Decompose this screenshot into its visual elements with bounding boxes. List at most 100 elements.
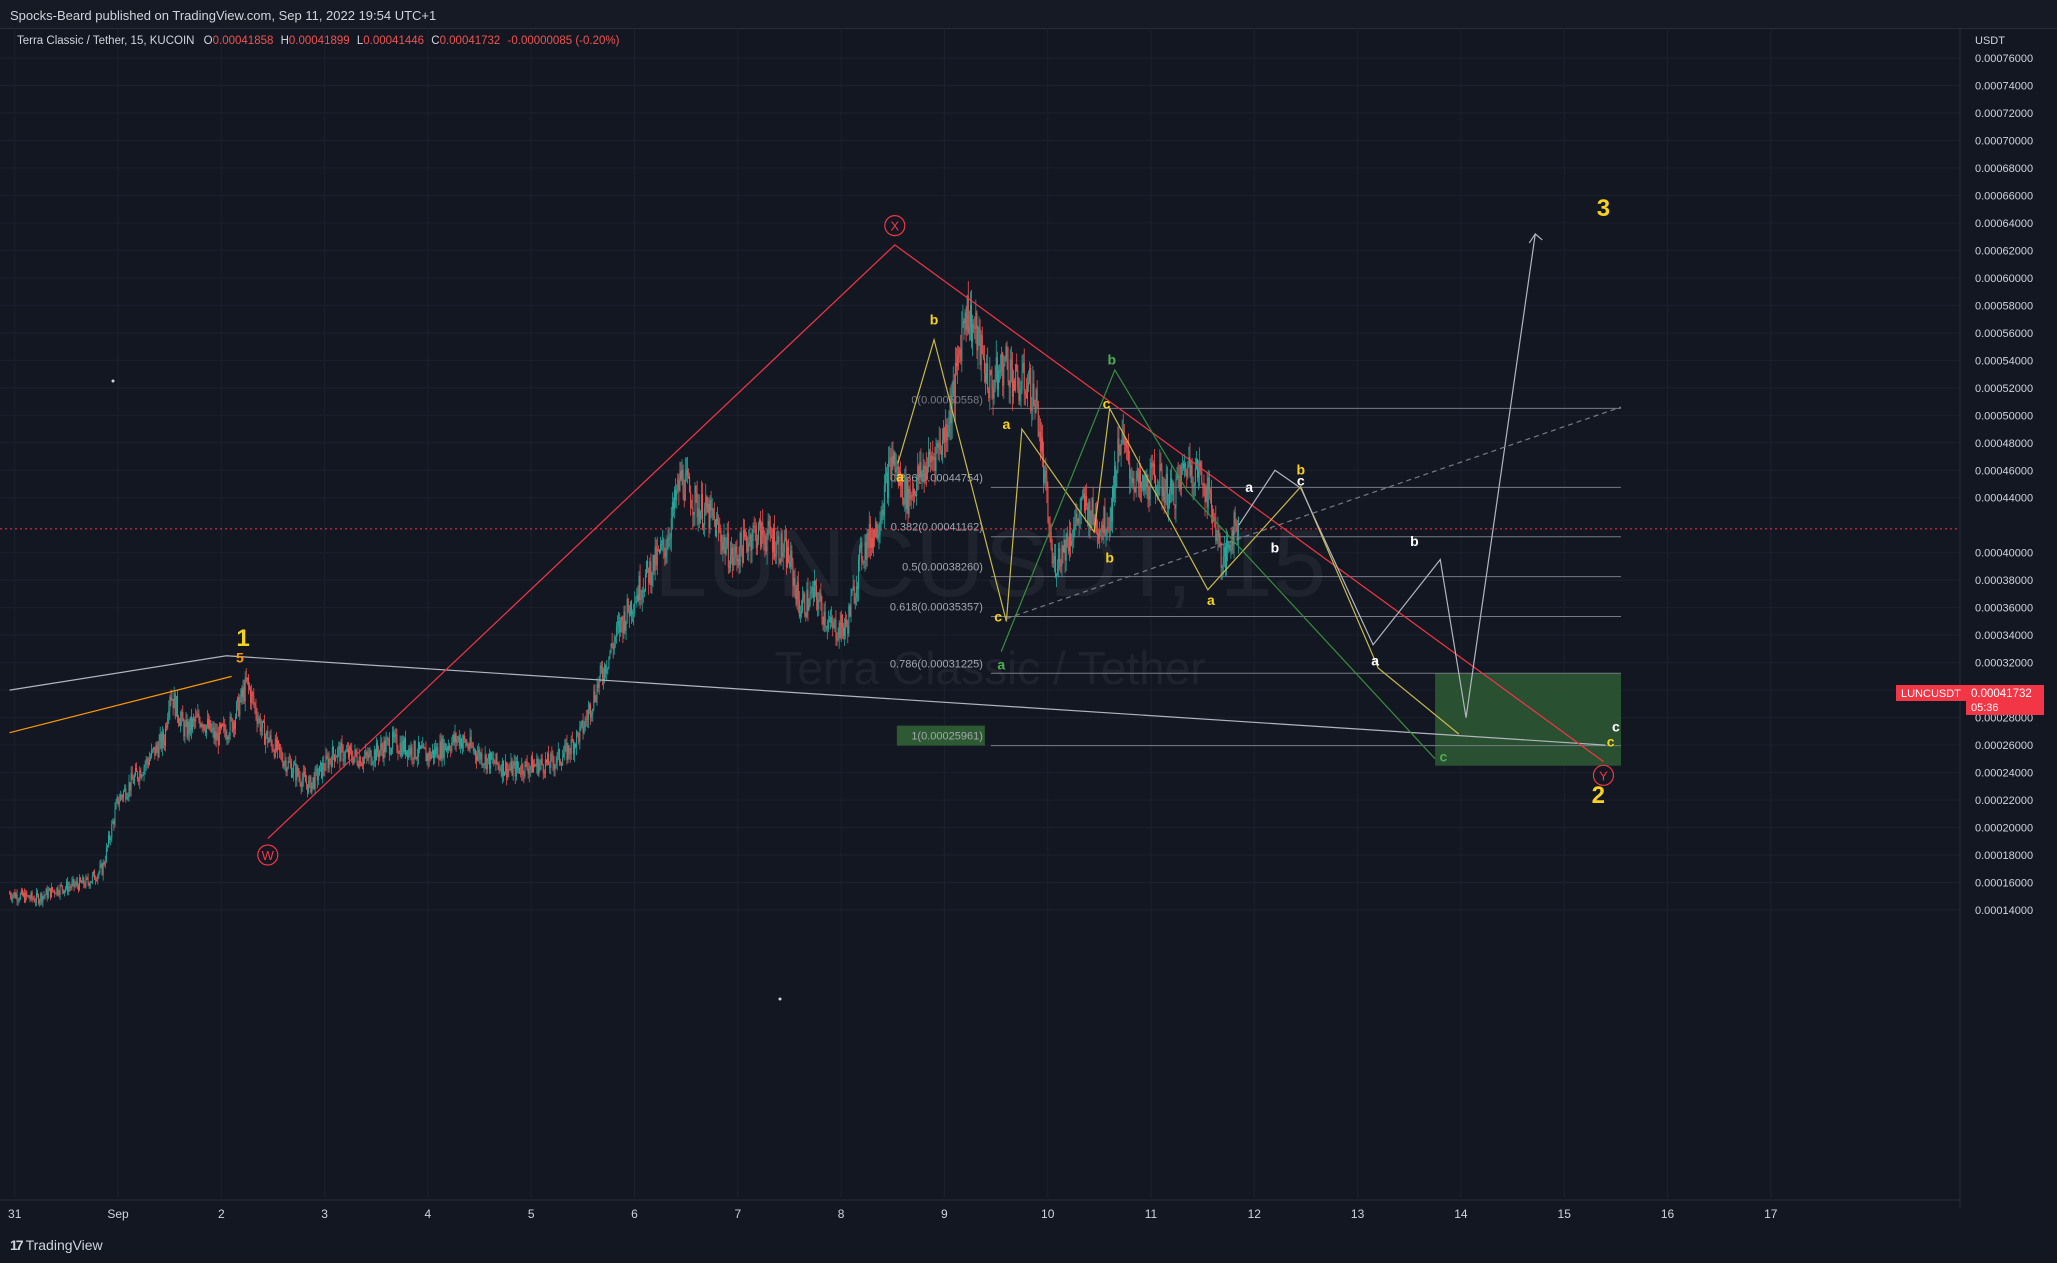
- candle-body: [690, 492, 692, 508]
- price-tick-label: 0.00064000: [1975, 218, 2033, 230]
- candle-body: [46, 889, 48, 898]
- candle-body: [949, 399, 951, 425]
- candle-body: [866, 532, 868, 560]
- candle-body: [940, 450, 942, 455]
- candle-body: [847, 625, 849, 634]
- price-chart[interactable]: LUNCUSDT, 15 Terra Classic / Tether 0(0.…: [0, 28, 2057, 1240]
- candle-body: [43, 895, 45, 897]
- candle-body: [821, 602, 823, 618]
- price-tick-label: 0.00060000: [1975, 273, 2033, 285]
- candle-body: [1073, 527, 1075, 541]
- candle-body: [346, 749, 348, 752]
- candle-body: [919, 461, 921, 478]
- wave-label: 2: [1592, 782, 1605, 809]
- candle-body: [598, 676, 600, 688]
- candle-body: [498, 764, 500, 770]
- candle-body: [81, 881, 83, 884]
- candle-body: [100, 863, 102, 866]
- candle-body: [936, 443, 938, 446]
- candle-body: [505, 762, 507, 773]
- candle-body: [950, 399, 952, 424]
- candle-body: [662, 539, 664, 545]
- candle-body: [256, 715, 258, 724]
- candle-body: [508, 769, 510, 771]
- candle-body: [17, 900, 19, 902]
- current-symbol-label: LUNCUSDT: [1901, 688, 1961, 700]
- candle-body: [267, 731, 269, 743]
- candle-body: [794, 577, 796, 589]
- candle-body: [1174, 504, 1176, 509]
- candle-body: [87, 878, 89, 883]
- candle-body: [669, 537, 671, 540]
- candle-body: [371, 764, 373, 766]
- candle-body: [533, 764, 535, 773]
- candle-body: [858, 559, 860, 589]
- candle-body: [1110, 508, 1112, 522]
- candle-body: [1043, 453, 1045, 483]
- candle-body: [98, 872, 100, 876]
- chart-frame[interactable]: LUNCUSDT, 15 Terra Classic / Tether 0(0.…: [0, 28, 2057, 1240]
- candle-body: [19, 893, 21, 900]
- candle-body: [1220, 542, 1222, 568]
- candle-body: [908, 488, 910, 514]
- candle-body: [313, 777, 315, 789]
- candle-body: [836, 639, 838, 641]
- symbol-watermark: LUNCUSDT, 15 Terra Classic / Tether: [654, 510, 1326, 694]
- candle-body: [257, 719, 259, 724]
- candle-body: [807, 589, 809, 610]
- candle-body: [522, 764, 524, 775]
- candle-body: [927, 451, 929, 467]
- candle-body: [1068, 532, 1070, 552]
- candle-body: [1114, 466, 1116, 499]
- candle-body: [790, 550, 792, 568]
- candle-body: [279, 743, 281, 751]
- candle-body: [1046, 477, 1048, 489]
- candle-body: [1206, 486, 1208, 509]
- candle-body: [747, 544, 749, 552]
- candle-body: [757, 524, 759, 541]
- candle-body: [904, 476, 906, 505]
- candle-body: [660, 544, 662, 553]
- time-tick-label: 15: [1558, 1207, 1572, 1221]
- candle-body: [810, 591, 812, 594]
- candle-body: [946, 424, 948, 441]
- candle-body: [232, 722, 234, 732]
- candle-body: [1002, 352, 1004, 386]
- candle-body: [199, 719, 201, 727]
- candle-body: [1237, 517, 1239, 541]
- candle-body: [868, 523, 870, 549]
- candle-body: [465, 739, 467, 746]
- candle-body: [878, 534, 880, 536]
- price-tick-label: 0.00036000: [1975, 603, 2033, 615]
- candle-body: [438, 758, 440, 760]
- candle-body: [1072, 540, 1074, 542]
- candle-body: [930, 455, 932, 463]
- candle-body: [1205, 486, 1207, 503]
- candle-body: [1164, 491, 1166, 504]
- candle-body: [431, 749, 433, 755]
- candle-body: [403, 738, 405, 752]
- candle-body: [124, 788, 126, 792]
- candle-body: [72, 879, 74, 883]
- candle-body: [954, 362, 956, 405]
- projection-arrow-icon: [1528, 233, 1543, 244]
- candle-body: [990, 370, 992, 376]
- time-tick-label: 8: [838, 1207, 845, 1221]
- candle-body: [10, 893, 12, 897]
- candle-body: [830, 617, 832, 622]
- tradingview-logo[interactable]: 17 TradingView: [10, 1237, 103, 1253]
- candle-body: [1128, 446, 1130, 463]
- candle-body: [945, 424, 947, 443]
- candle-body: [176, 696, 178, 718]
- fibonacci-layer: 0(0.00050558)0.236(0.00044754)0.382(0.00…: [890, 394, 1622, 747]
- candle-body: [766, 536, 768, 552]
- candle-body: [1045, 470, 1047, 478]
- candle-body: [47, 890, 49, 898]
- candle-body: [196, 716, 198, 718]
- candle-body: [992, 388, 994, 399]
- candle-body: [272, 749, 274, 751]
- candle-body: [762, 522, 764, 536]
- time-tick-label: 14: [1454, 1207, 1468, 1221]
- candle-body: [776, 541, 778, 555]
- candle-body: [625, 620, 627, 631]
